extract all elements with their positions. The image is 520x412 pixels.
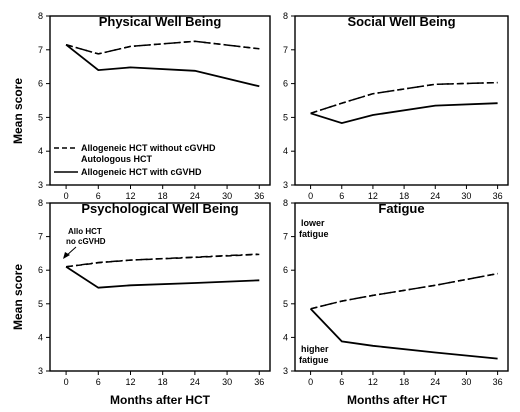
x-tick-label: 0 [64,377,69,387]
y-tick-label: 5 [283,299,288,309]
y-axis-label-bottom: Mean score [11,264,25,330]
annotation-allo-hct: Allo HCT [68,227,102,236]
y-tick-label: 6 [38,79,43,89]
series-line-allogeneic-hct-without-cgvhd [310,81,498,115]
series-line-autologous-hct [65,40,260,55]
x-tick-label: 12 [125,377,135,387]
annotation-higher-fatigue: fatigue [299,355,329,365]
x-tick-label: 18 [399,191,409,201]
x-tick-label: 36 [254,191,264,201]
panel-title: Fatigue [378,201,424,216]
panel-fatigue: Fatigue 3 4 5 6 7 8 0 6 12 18 24 30 36 [283,198,509,387]
x-tick-label: 24 [190,191,200,201]
y-tick-label: 4 [283,146,288,156]
legend-entry-autologous: Autologous HCT [81,154,152,164]
y-tick-label: 8 [283,11,288,21]
y-tick-label: 3 [283,180,288,190]
series-line-allogeneic-hct-with-cgvhd [65,43,260,88]
annotation-lower: lower [301,218,325,228]
x-tick-label: 12 [368,377,378,387]
y-tick-label: 6 [38,265,43,275]
x-tick-label: 18 [399,377,409,387]
series-line-allogeneic-hct-with-cgvhd [65,266,260,289]
y-tick-label: 4 [38,332,43,342]
x-tick-label: 24 [430,191,440,201]
panel-psychological-well-being: Psychological Well Being 3 4 5 6 7 8 0 6 12 18 24 30… [38,198,271,387]
y-tick-label: 5 [283,112,288,122]
panel-title: Physical Well Being [99,14,222,29]
y-tick-label: 6 [283,79,288,89]
panel-physical-well-being: Physical Well Being 3 4 5 6 7 8 0 6 12 18 24 30 36 [38,11,271,201]
series-line-allogeneic-hct-with-cgvhd [310,102,498,125]
x-tick-label: 30 [461,191,471,201]
annotations: Allo HCT no cGVHD lower fatigue higher f… [63,218,329,365]
x-tick-label: 0 [308,191,313,201]
x-tick-label: 6 [339,191,344,201]
series-line-autologous-hct [66,253,260,268]
y-tick-label: 8 [38,198,43,208]
x-tick-label: 6 [96,191,101,201]
y-tick-label: 4 [38,146,43,156]
plot-frame [294,202,509,372]
series-line-allogeneic-hct-with-cgvhd [309,308,498,360]
panel-title: Psychological Well Being [81,201,238,216]
panel-title: Social Well Being [347,14,455,29]
plot-frame [49,202,271,372]
x-tick-label: 24 [190,377,200,387]
plot-frame [49,15,271,186]
y-tick-label: 7 [283,45,288,55]
legend-entry-with-cgvhd: Allogeneic HCT with cGVHD [81,167,202,177]
series-line-allogeneic-hct-without-cgvhd [65,40,260,55]
x-tick-label: 12 [125,191,135,201]
y-tick-label: 5 [38,299,43,309]
annotation-lower-fatigue: fatigue [299,229,329,239]
y-tick-label: 7 [283,232,288,242]
panel-social-well-being: Social Well Being 3 4 5 6 7 8 0 6 12 18 24 30 36 [283,11,509,201]
y-tick-label: 5 [38,112,43,122]
x-tick-label: 36 [493,377,503,387]
y-tick-label: 7 [38,232,43,242]
y-tick-label: 8 [283,198,288,208]
series-line-allogeneic-hct-without-cgvhd [66,253,260,268]
y-tick-label: 3 [283,366,288,376]
y-tick-label: 6 [283,265,288,275]
series-line-autologous-hct [310,272,498,310]
y-tick-label: 7 [38,45,43,55]
series-line-autologous-hct [310,81,498,115]
x-tick-label: 0 [308,377,313,387]
y-tick-label: 3 [38,180,43,190]
annotation-higher: higher [301,344,329,354]
x-tick-label: 36 [254,377,264,387]
legend: Allogeneic HCT without cGVHD Autologous … [54,143,216,177]
y-axis-label-top: Mean score [11,78,25,144]
x-tick-label: 18 [158,377,168,387]
x-tick-label: 18 [158,191,168,201]
x-tick-label: 24 [430,377,440,387]
plot-frame [294,15,509,186]
x-tick-label: 30 [222,191,232,201]
y-tick-label: 3 [38,366,43,376]
x-tick-label: 36 [493,191,503,201]
x-tick-label: 0 [64,191,69,201]
x-axis-label-right: Months after HCT [347,393,448,407]
legend-entry-without-cgvhd: Allogeneic HCT without cGVHD [81,143,216,153]
x-tick-label: 30 [222,377,232,387]
y-tick-label: 4 [283,332,288,342]
x-tick-label: 12 [368,191,378,201]
x-tick-label: 6 [339,377,344,387]
x-tick-label: 30 [461,377,471,387]
y-tick-label: 8 [38,11,43,21]
annotation-arrow-head [63,252,70,259]
x-axis-label-left: Months after HCT [110,393,211,407]
annotation-no-cgvhd: no cGVHD [66,237,106,246]
x-tick-label: 6 [96,377,101,387]
